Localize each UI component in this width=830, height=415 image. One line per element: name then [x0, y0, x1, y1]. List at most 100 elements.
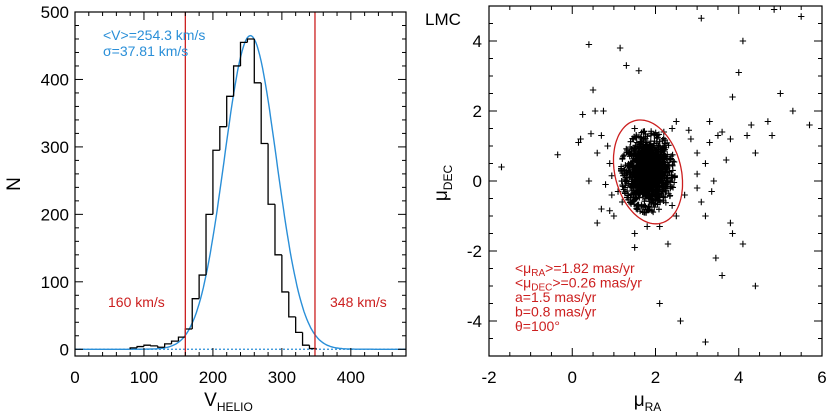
cluster-point	[655, 159, 662, 166]
cluster-point	[648, 186, 655, 193]
ellipse-a-label: a=1.5 mas/yr	[515, 289, 597, 305]
outlier-point	[585, 41, 593, 48]
cluster-point	[668, 171, 675, 178]
cluster-point	[635, 201, 642, 208]
outlier-points	[498, 6, 813, 346]
cluster-point	[620, 153, 627, 160]
cluster-point	[640, 128, 647, 135]
cluster-point	[647, 138, 654, 145]
outlier-point	[687, 135, 695, 143]
cluster-point	[627, 144, 634, 151]
cluster-point	[650, 166, 657, 173]
cluster-point	[645, 187, 652, 194]
outlier-point	[748, 121, 755, 129]
cluster-point	[626, 174, 633, 181]
sigma-velocity-label: σ=37.81 km/s	[103, 43, 188, 59]
histogram-bin	[198, 274, 207, 299]
cluster-point	[650, 209, 657, 216]
cluster-point	[633, 188, 640, 195]
outlier-point	[631, 125, 638, 132]
outlier-point	[594, 219, 601, 227]
outlier-point	[575, 139, 582, 146]
histogram-bin	[177, 336, 186, 342]
cluster-point	[659, 173, 666, 180]
outlier-point	[594, 149, 601, 157]
cluster-point	[626, 150, 633, 157]
outlier-point	[656, 223, 663, 230]
y-tick-label: -2	[467, 242, 482, 261]
outlier-point	[608, 172, 615, 179]
cluster-point	[653, 177, 660, 184]
x-tick-label: 300	[268, 368, 296, 387]
outlier-point	[681, 191, 688, 199]
cluster-point	[665, 162, 672, 169]
histogram-bin	[274, 204, 282, 256]
outlier-point	[708, 188, 715, 195]
cluster-point	[645, 204, 652, 211]
cluster-point	[644, 157, 651, 164]
outlier-point	[735, 69, 742, 76]
scatter-ticks: -2 0 2 4 6 -4 -2 0 2 4	[467, 5, 827, 387]
cluster-point	[640, 134, 647, 141]
cluster-point	[621, 152, 628, 159]
cluster-point	[651, 155, 658, 162]
mean-mu-dec-value: >=0.26 mas/yr	[552, 275, 642, 291]
outlier-point	[727, 219, 734, 227]
outlier-point	[743, 132, 751, 139]
histogram-bin	[267, 143, 275, 205]
histogram-x-axis-subscript: HELIO	[217, 400, 253, 414]
outlier-point	[739, 37, 747, 45]
cluster-point	[671, 179, 678, 186]
outlier-point	[768, 132, 776, 139]
ellipse-theta-label: θ=100°	[515, 318, 560, 334]
cluster-point	[639, 209, 646, 216]
cluster-point	[653, 145, 660, 152]
outlier-point	[589, 86, 597, 94]
outlier-point	[668, 202, 676, 209]
cluster-point	[631, 179, 638, 186]
cluster-point	[646, 160, 653, 167]
cluster-point	[664, 159, 671, 166]
histogram-bin	[170, 340, 179, 344]
scatter-x-axis-title: μRA	[634, 390, 662, 414]
histogram-ticks: 0 100 200 300 400 0 100 200 300 400 500	[41, 3, 406, 387]
outlier-point	[752, 282, 759, 290]
cluster-point	[640, 175, 647, 182]
outlier-point	[712, 254, 720, 262]
histogram-bin	[288, 291, 296, 318]
cluster-point	[647, 154, 654, 161]
histogram-bin	[157, 345, 165, 348]
mean-mu-dec-label: <μDEC>=0.26 mas/yr	[515, 275, 642, 294]
outlier-point	[693, 184, 701, 192]
mean-mu-ra-prefix: <μ	[515, 260, 531, 276]
outlier-point	[698, 198, 705, 206]
cluster-point	[645, 144, 652, 151]
cluster-point	[663, 166, 670, 173]
cluster-point	[646, 169, 653, 176]
outlier-point	[693, 149, 701, 157]
outlier-point	[610, 212, 618, 220]
x-tick-label: 400	[337, 368, 365, 387]
upper-cut-label: 348 km/s	[330, 294, 387, 310]
x-tick-label: -2	[481, 368, 496, 387]
outlier-point	[591, 107, 599, 115]
cluster-point	[628, 162, 635, 169]
histogram-bin	[163, 343, 172, 348]
cluster-point	[621, 171, 628, 178]
y-tick-label: 2	[473, 102, 482, 121]
scatter-plot-area	[498, 6, 813, 346]
scatter-y-axis-subscript: DEC	[441, 165, 455, 191]
cluster-point	[660, 161, 667, 168]
y-tick-label: 4	[473, 32, 482, 51]
outlier-point	[608, 191, 615, 199]
cluster-point	[632, 142, 639, 149]
cluster-point	[634, 163, 641, 170]
outlier-point	[579, 111, 586, 118]
mean-mu-ra-label: <μRA>=1.82 mas/yr	[515, 260, 635, 279]
cluster-point	[623, 145, 630, 152]
outlier-point	[693, 170, 701, 178]
x-tick-label: 6	[817, 368, 826, 387]
outlier-point	[729, 93, 736, 101]
ellipse-b-label: b=0.8 mas/yr	[515, 304, 597, 320]
